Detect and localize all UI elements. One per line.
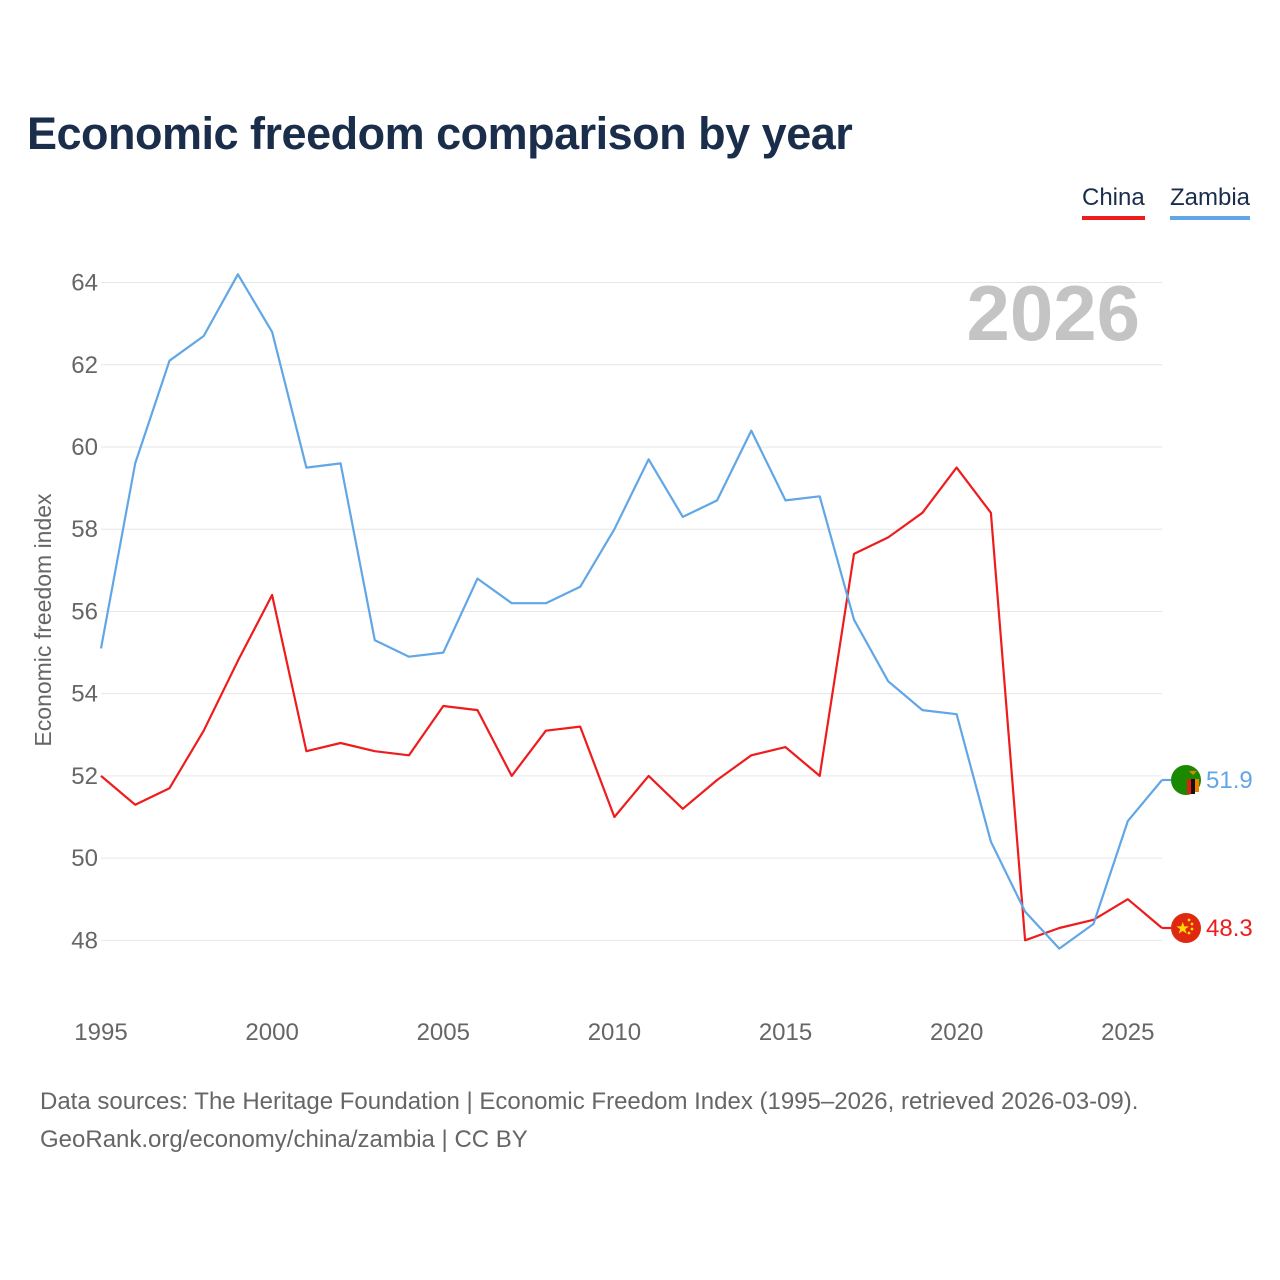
y-tick-label: 64 [71,270,98,297]
x-tick-label: 2005 [417,1019,470,1046]
flag-star [1176,921,1189,934]
y-tick-label: 50 [71,845,98,872]
flag-small-star [1190,922,1194,926]
x-tick-label: 2025 [1101,1019,1154,1046]
year-watermark: 2026 [966,269,1140,357]
legend-item-zambia[interactable]: Zambia [1170,184,1251,220]
x-tick-label: 2015 [759,1019,812,1046]
data-sources-note: Data sources: The Heritage Foundation | … [40,1088,1139,1115]
y-tick-label: 62 [71,352,98,379]
legend-item-china[interactable]: China [1082,184,1145,220]
end-value-label-china: 48.3 [1206,915,1253,942]
credit-link[interactable]: GeoRank.org/economy/china/zambia | CC BY [40,1126,528,1153]
flag-icon-china [1171,913,1201,943]
flag-stripe-black [1191,779,1195,794]
x-tick-label: 1995 [74,1019,127,1046]
flag-stripe-red [1187,779,1191,794]
x-tick-label: 2010 [588,1019,641,1046]
flag-icon-zambia [1171,765,1201,795]
flag-small-star [1187,931,1191,935]
y-axis-label: Economic freedom index [30,493,56,747]
x-tick-label: 2000 [245,1019,298,1046]
y-tick-label: 48 [71,927,98,954]
x-tick-label: 2020 [930,1019,983,1046]
y-tick-label: 54 [71,681,98,708]
y-tick-label: 52 [71,763,98,790]
series-line-china [100,466,1163,942]
flag-stripe-orange [1195,779,1199,792]
y-tick-label: 56 [71,598,98,625]
series-line-zambia [99,273,1163,950]
flag-small-star [1187,918,1191,922]
y-tick-label: 58 [71,516,98,543]
line-chart: 2026 48 50 52 54 56 58 60 62 64 1995 2000 2005 2010 20… [30,269,1253,1046]
flag-small-star [1190,927,1194,931]
end-value-label-zambia: 51.9 [1206,767,1253,794]
flag-eagle [1189,771,1197,775]
chart-title: Economic freedom comparison by year [27,108,853,159]
y-tick-label: 60 [71,434,98,461]
